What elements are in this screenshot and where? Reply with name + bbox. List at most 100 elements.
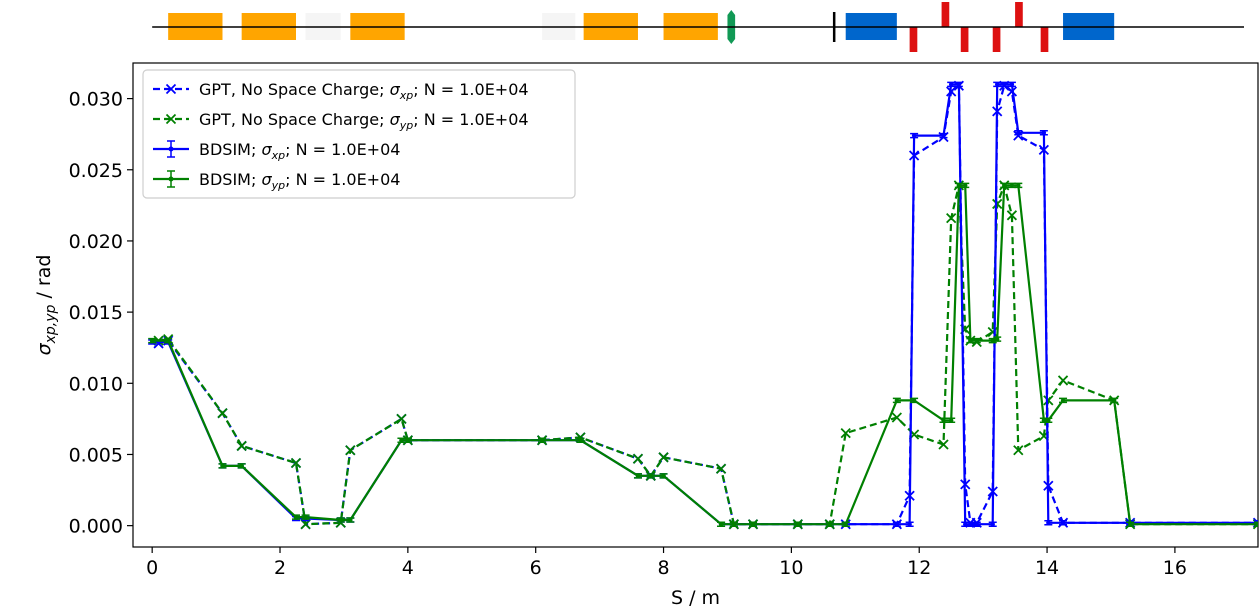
data-point-dot: [963, 183, 968, 188]
data-point-dot: [1060, 520, 1066, 525]
legend-label: BDSIM; σxp; N = 1.0E+04: [199, 140, 400, 162]
data-point: [236, 440, 247, 452]
data-point: [840, 427, 851, 439]
data-point-dot: [1009, 183, 1015, 188]
legend-entry: BDSIM; σyp; N = 1.0E+04: [153, 170, 400, 192]
legend: GPT, No Space Charge; σxp; N = 1.0E+04 GP…: [142, 69, 576, 199]
data-point: [217, 408, 228, 419]
y-tick-label: 0.005: [69, 444, 123, 466]
legend-entry: GPT, No Space Charge; σyp; N = 1.0E+04: [153, 110, 529, 132]
data-point-dot: [968, 338, 973, 343]
lattice-element: [992, 27, 1001, 52]
series-layer: [148, 80, 1258, 530]
data-point-dot: [1002, 82, 1007, 87]
data-point-dot: [661, 473, 666, 479]
data-point: [1013, 445, 1024, 456]
data-point: [658, 452, 669, 463]
data-point: [938, 439, 949, 450]
data-point-dot: [911, 133, 917, 138]
x-tick-label: 16: [1163, 557, 1187, 579]
data-point-dot: [1009, 82, 1015, 87]
data-point-dot: [405, 438, 411, 443]
x-tick-label: 14: [1035, 557, 1059, 579]
axis-ticks: 0 2 4 6 8 10 12 14 16 0.000 0.005 0.010 0.015 0.020 0.…: [69, 89, 1187, 579]
data-point-dot: [894, 398, 900, 403]
data-point-dot: [1127, 522, 1133, 527]
legend-label: GPT, No Space Charge; σyp; N = 1.0E+04: [199, 110, 529, 132]
data-point-dot: [1255, 522, 1258, 527]
x-tick-label: 0: [146, 557, 158, 579]
data-point-dot: [843, 522, 848, 527]
legend-entry: BDSIM; σxp; N = 1.0E+04: [153, 140, 400, 162]
data-point-dot: [894, 522, 900, 527]
series-line: [158, 184, 1258, 526]
lattice-element: [1015, 2, 1023, 27]
data-point-dot: [1016, 130, 1021, 135]
data-point-dot: [1041, 418, 1047, 423]
x-axis-label: S / m: [671, 587, 720, 609]
lattice-element: [1040, 27, 1049, 52]
data-point-dot: [648, 473, 653, 479]
data-point-dot: [956, 82, 962, 87]
data-point-dot: [239, 463, 244, 469]
data-point-dot: [795, 522, 800, 527]
data-point-dot: [1111, 398, 1117, 403]
data-point-dot: [399, 438, 404, 443]
data-point-dot: [974, 522, 979, 527]
data-point: [290, 457, 302, 469]
data-point: [396, 413, 407, 425]
data-point-dot: [539, 438, 545, 443]
data-point: [632, 453, 644, 464]
data-point-dot: [220, 463, 225, 469]
data-point-dot: [948, 418, 954, 423]
x-tick-label: 10: [779, 557, 803, 579]
data-point-dot: [911, 398, 917, 403]
plot-area-frame: [132, 62, 1259, 548]
data-point: [1043, 395, 1054, 406]
legend-swatch-marker: [165, 83, 177, 95]
x-tick-label: 8: [657, 557, 669, 579]
data-point-dot: [1046, 520, 1051, 525]
data-point: [715, 463, 727, 474]
x-tick-label: 4: [402, 557, 414, 579]
data-point-dot: [1002, 183, 1007, 188]
legend-swatch-dot: [168, 176, 174, 182]
data-point: [1006, 210, 1018, 221]
data-point: [992, 198, 1003, 210]
data-point: [345, 445, 356, 456]
data-point-dot: [1060, 398, 1066, 403]
legend-label: BDSIM; σyp; N = 1.0E+04: [199, 170, 400, 192]
data-point: [1254, 521, 1258, 527]
y-tick-label: 0.010: [69, 373, 123, 395]
data-point-dot: [941, 418, 946, 423]
legend-box: [142, 69, 576, 199]
data-point-dot: [1041, 130, 1047, 135]
y-axis-label: σxp,yp / rad: [33, 255, 59, 356]
data-point-dot: [1016, 183, 1021, 188]
legend-swatch-dot: [168, 146, 174, 152]
y-tick-label: 0.015: [69, 302, 123, 324]
data-point: [1057, 375, 1069, 386]
data-point-dot: [635, 473, 641, 479]
data-point-dot: [1046, 418, 1051, 423]
machine-lattice-strip: [152, 2, 1244, 52]
series-line: [152, 184, 1258, 526]
data-point: [946, 213, 957, 224]
lattice-element: [960, 27, 969, 52]
data-point-dot: [718, 522, 724, 527]
data-point-dot: [348, 517, 353, 523]
data-point-dot: [338, 517, 343, 523]
data-point-dot: [827, 522, 832, 527]
data-point-dot: [995, 82, 1000, 87]
data-point-dot: [731, 522, 737, 527]
data-point-dot: [990, 522, 995, 527]
data-point-dot: [956, 183, 962, 188]
data-point-dot: [963, 522, 968, 527]
data-point-dot: [303, 514, 308, 520]
x-tick-label: 2: [274, 557, 286, 579]
legend-swatch-marker: [165, 113, 177, 125]
y-tick-label: 0.000: [69, 516, 123, 538]
data-point-dot: [165, 338, 171, 343]
data-point-dot: [293, 514, 299, 520]
